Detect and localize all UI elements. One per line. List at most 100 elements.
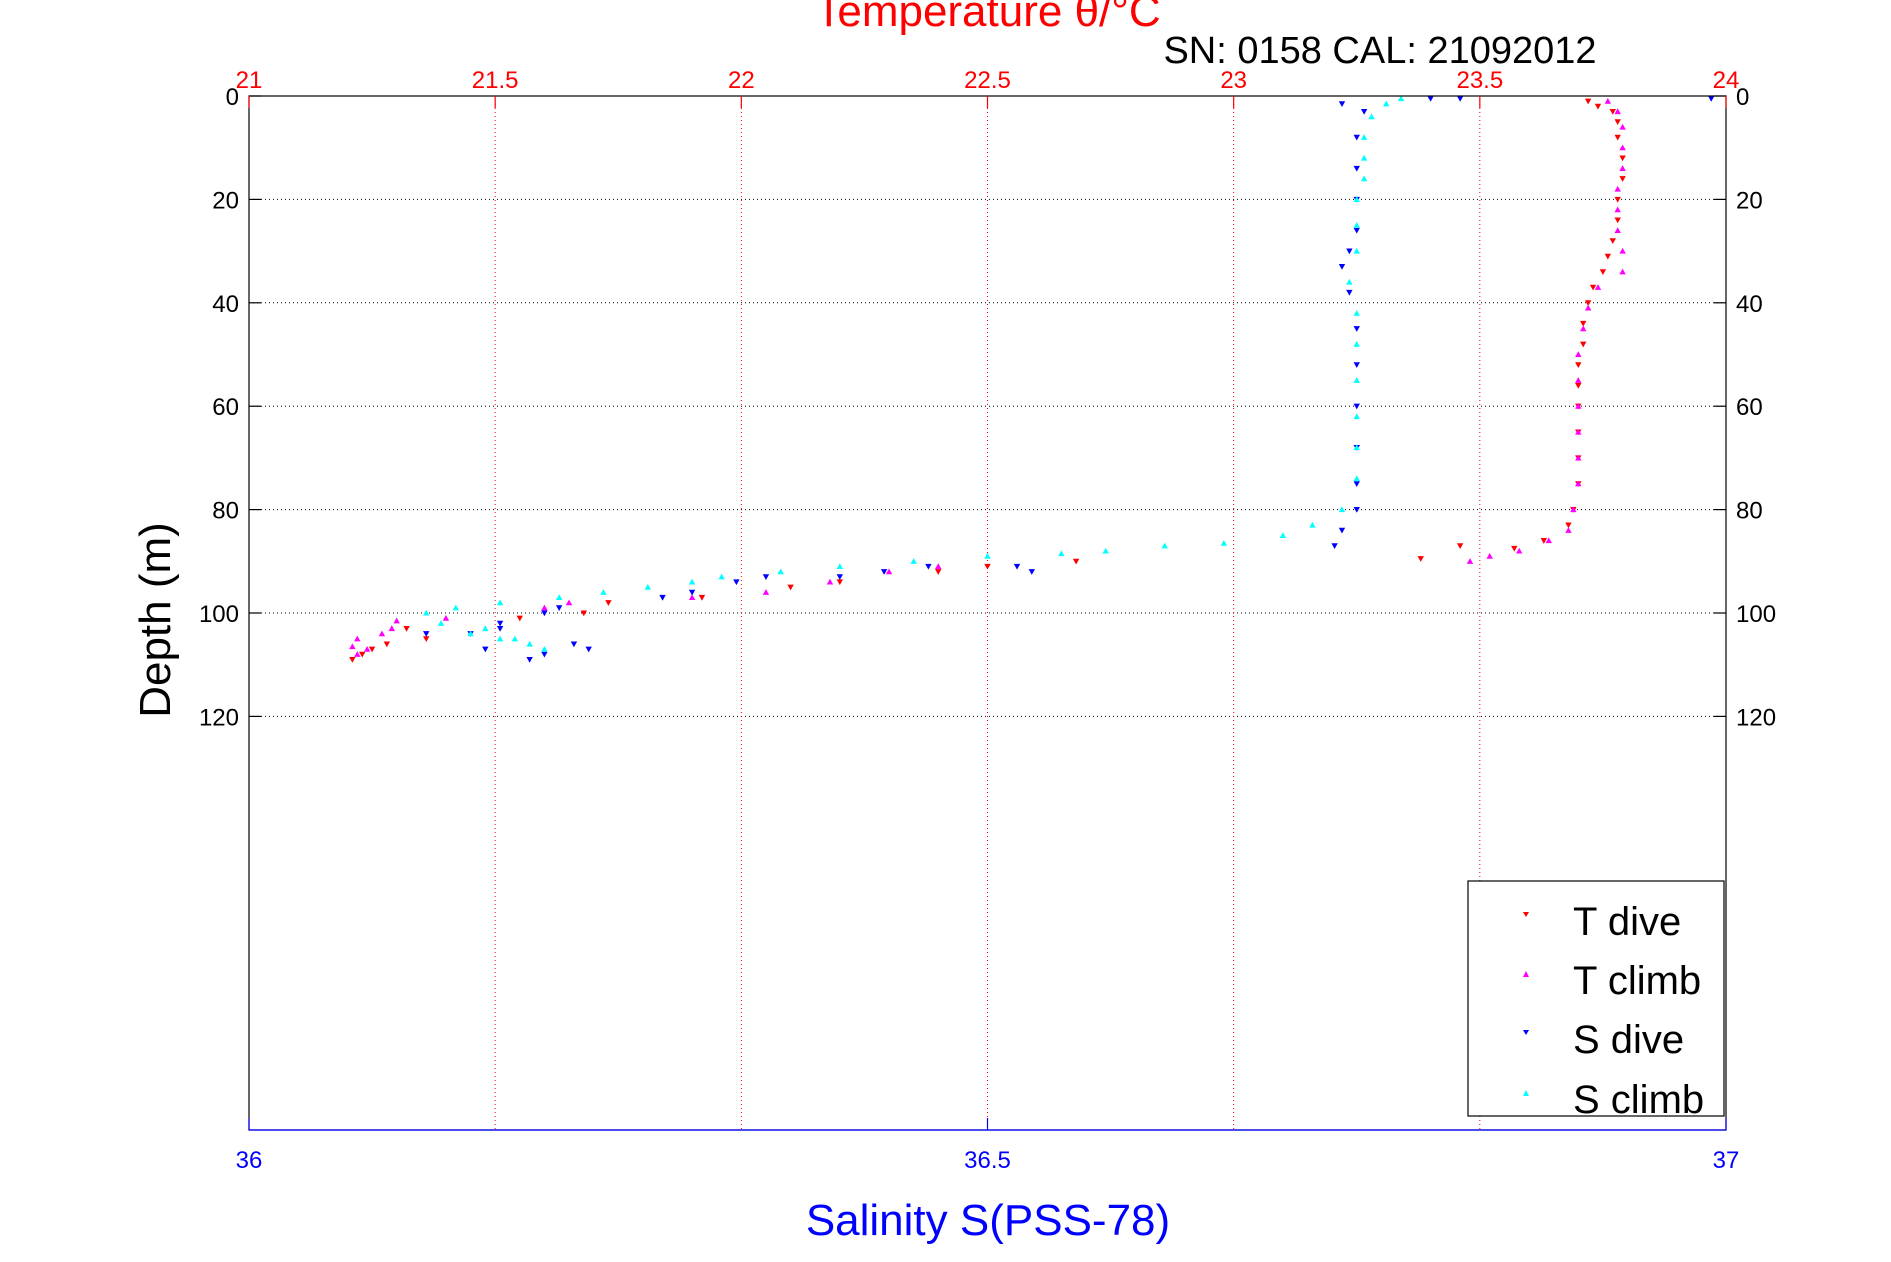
legend-marker-s-climb <box>1523 1090 1529 1096</box>
point-t-dive <box>1609 238 1616 244</box>
point-t-dive <box>1584 98 1592 105</box>
legend-label-s-dive: S dive <box>1573 1018 1684 1062</box>
point-t-dive <box>1580 320 1587 327</box>
depth-tick-label-left: 0 <box>226 84 239 111</box>
point-t-climb <box>1575 403 1582 409</box>
point-t-dive <box>1614 217 1621 224</box>
salinity-tick-label: 36.5 <box>964 1147 1011 1174</box>
point-t-climb <box>1575 377 1582 383</box>
point-s-dive <box>1338 264 1346 270</box>
point-t-dive <box>1540 538 1548 544</box>
point-s-dive <box>1353 134 1360 141</box>
temperature-tick-label: 21.5 <box>472 67 519 94</box>
point-s-dive <box>496 620 504 627</box>
point-t-dive <box>836 579 843 586</box>
point-s-dive <box>1360 108 1368 115</box>
point-s-dive <box>1331 543 1338 549</box>
point-s-climb <box>984 552 991 559</box>
grid <box>249 96 1726 1130</box>
point-t-dive <box>1619 176 1626 182</box>
point-t-dive <box>383 641 391 648</box>
point-t-climb <box>378 630 386 637</box>
point-s-dive <box>880 569 888 575</box>
legend-marker-t-climb <box>1523 971 1529 977</box>
point-s-climb <box>1383 100 1390 107</box>
point-s-climb <box>1309 521 1316 528</box>
point-s-climb <box>437 620 445 626</box>
point-t-climb <box>442 614 450 621</box>
point-t-climb <box>1584 304 1592 311</box>
point-s-climb <box>1353 196 1360 202</box>
point-t-dive <box>1417 556 1424 562</box>
point-s-climb <box>467 630 474 637</box>
point-t-climb <box>1466 558 1474 564</box>
depth-tick-label-right: 40 <box>1736 291 1763 318</box>
temperature-tick-label: 24 <box>1713 67 1740 94</box>
point-t-climb <box>1619 123 1626 130</box>
salinity-tick-label: 37 <box>1713 1147 1740 1174</box>
point-t-dive <box>1580 341 1587 348</box>
depth-tick-label-left: 40 <box>212 291 239 318</box>
point-s-climb <box>1353 340 1360 347</box>
point-s-dive <box>1353 362 1360 369</box>
point-t-dive <box>1072 558 1080 565</box>
point-t-climb <box>388 625 395 632</box>
point-s-dive <box>1708 96 1715 102</box>
point-s-dive <box>423 631 430 637</box>
point-s-climb <box>1353 413 1360 420</box>
point-s-dive <box>570 641 578 648</box>
point-t-climb <box>1575 428 1582 435</box>
point-t-dive <box>1599 269 1607 275</box>
point-t-dive <box>516 615 523 622</box>
data-points <box>349 95 1715 663</box>
point-s-climb <box>1353 444 1360 451</box>
point-t-climb <box>1614 206 1621 213</box>
legend-marker-t-dive <box>1523 912 1529 917</box>
point-s-dive <box>1427 96 1434 102</box>
point-t-dive <box>1589 284 1597 291</box>
point-s-climb <box>452 604 459 611</box>
point-t-climb <box>354 635 361 642</box>
legend-box <box>1467 880 1725 1117</box>
ticks: 0 0 20 20 40 40 60 60 80 80 100 100 120 120 21 21.5 22 22… <box>199 67 1776 1174</box>
legend-marker-s-dive <box>1523 1030 1529 1035</box>
point-s-climb <box>541 645 548 652</box>
depth-tick-label-left: 80 <box>212 498 239 525</box>
depth-tick-label-right: 100 <box>1736 601 1776 628</box>
point-t-climb <box>1516 547 1523 554</box>
point-t-climb <box>1545 537 1552 544</box>
point-t-climb <box>1565 527 1572 533</box>
point-t-climb <box>826 578 834 585</box>
point-t-dive <box>580 610 587 617</box>
point-s-dive <box>762 574 770 581</box>
point-s-climb <box>1102 547 1109 554</box>
point-s-climb <box>1368 113 1375 120</box>
point-t-climb <box>885 568 893 575</box>
point-t-dive <box>349 656 356 663</box>
point-t-climb <box>1619 268 1626 275</box>
depth-tick-label-left: 20 <box>212 187 239 214</box>
point-s-climb <box>526 640 533 647</box>
point-s-dive <box>555 605 563 612</box>
point-s-climb <box>511 635 519 642</box>
point-s-climb <box>1360 154 1368 161</box>
point-s-climb <box>1338 506 1346 513</box>
point-s-climb <box>1058 550 1065 557</box>
point-t-climb <box>1619 247 1626 254</box>
point-s-climb <box>1360 134 1368 140</box>
point-t-dive <box>368 646 376 653</box>
point-t-climb <box>363 645 371 652</box>
point-s-dive <box>1456 96 1464 102</box>
temperature-tick-label: 22.5 <box>964 67 1011 94</box>
point-s-climb <box>910 558 917 564</box>
legend-label-t-climb: T climb <box>1573 959 1701 1003</box>
point-s-climb <box>688 578 696 585</box>
chart-subtitle: SN: 0158 CAL: 21092012 <box>1163 30 1596 72</box>
point-s-dive <box>526 656 533 663</box>
temperature-tick-label: 23 <box>1220 67 1247 94</box>
point-s-climb <box>496 635 504 642</box>
point-t-dive <box>1614 134 1621 141</box>
point-s-climb <box>1279 532 1287 539</box>
point-s-dive <box>688 589 696 596</box>
point-t-dive <box>935 569 942 575</box>
